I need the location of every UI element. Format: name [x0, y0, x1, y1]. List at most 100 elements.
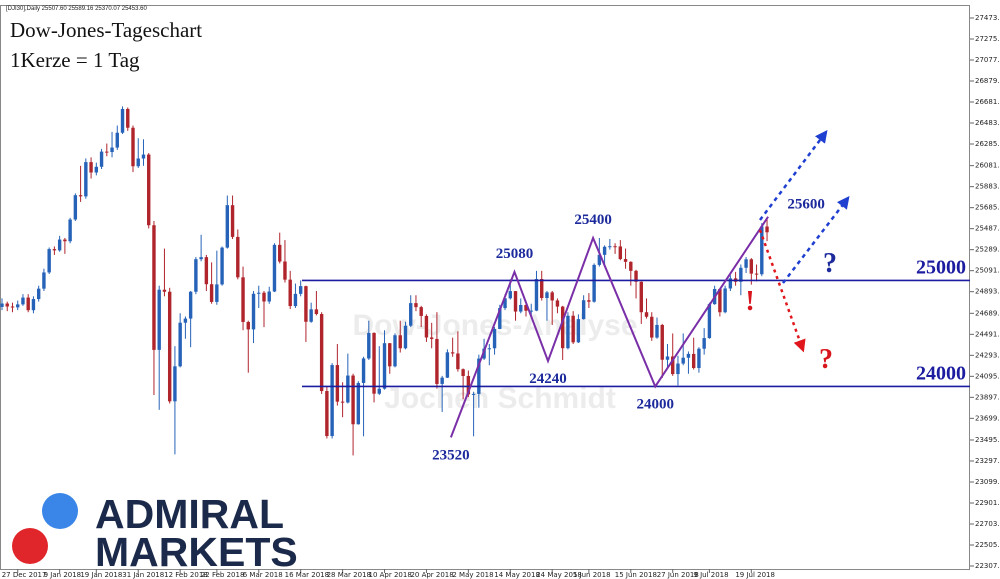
candle-body [10, 306, 15, 308]
candle-body [377, 388, 381, 394]
candle-body [498, 308, 502, 329]
candle-body [309, 309, 313, 322]
candle-body [618, 246, 623, 260]
y-tick-label: 24893.60 [975, 288, 1000, 296]
candle-body [278, 244, 282, 262]
y-tick-label: 24293.60 [975, 351, 1000, 359]
candle-body [723, 288, 727, 313]
x-tick-label: 2 May 2018 [452, 571, 493, 579]
x-tick-label: 9 Jul 2018 [693, 571, 728, 579]
candle-body [178, 322, 182, 367]
candle-body [340, 401, 345, 403]
x-tick-label: 20 Apr 2018 [410, 571, 453, 579]
x-tick-label: 16 Mar 2018 [285, 571, 329, 579]
candle-body [681, 357, 685, 364]
candle-body [728, 278, 733, 289]
candle-body [288, 279, 292, 307]
candle-body [634, 270, 638, 282]
logo-dot [12, 528, 48, 564]
x-tick-label: 9 Jan 2018 [44, 571, 82, 579]
candle-body [152, 225, 156, 350]
candle-body [686, 353, 691, 358]
candle-body [47, 249, 51, 273]
candle-body [257, 292, 261, 294]
candle-body [183, 318, 188, 323]
candle-body [534, 279, 539, 311]
candle-body [508, 291, 512, 299]
candle-body [220, 247, 224, 285]
swing-label: 25400 [574, 212, 612, 228]
candle-body [388, 343, 392, 367]
candle-body [209, 284, 214, 302]
candle-body [671, 356, 675, 375]
y-tick-label: 26285.60 [975, 140, 1000, 148]
candle-body [503, 298, 507, 309]
candle-body [623, 259, 628, 262]
candle-body [199, 257, 203, 260]
candle-body [68, 219, 72, 242]
y-tick-label: 26879.60 [975, 77, 1000, 85]
candle-body [608, 246, 612, 248]
candle-body [697, 348, 701, 369]
candle-body [225, 205, 230, 248]
candle-body [545, 292, 549, 299]
candle-body [157, 289, 161, 350]
candle-body [63, 239, 67, 242]
candle-body [314, 309, 319, 315]
note-mark: ? [819, 344, 833, 375]
candle-body [131, 127, 135, 167]
x-tick-label: 6 Mar 2018 [243, 571, 283, 579]
candle-body [676, 363, 680, 375]
candle-body [105, 151, 109, 153]
candle-body [650, 316, 654, 338]
candle-body [298, 286, 303, 294]
x-tick-label: 12 Feb 2018 [164, 571, 208, 579]
scenario-arrow [782, 196, 850, 284]
candle-body [765, 226, 769, 233]
candle-body [513, 291, 518, 312]
x-tick-label: 31 Jan 2018 [122, 571, 164, 579]
candle-body [272, 244, 277, 292]
candle-body [120, 108, 125, 133]
candle-body [204, 257, 209, 285]
x-tick-label: 28 Mar 2018 [327, 571, 371, 579]
candle-body [739, 267, 743, 282]
candle-body [351, 375, 355, 425]
y-tick-label: 22307.60 [975, 562, 1000, 570]
x-tick-label: 24 May 2018 [536, 571, 582, 579]
candle-body [110, 147, 114, 153]
candle-body [26, 297, 30, 311]
candle-body [367, 332, 371, 359]
level-label: 24000 [916, 362, 966, 384]
candle-body [450, 352, 455, 354]
note-mark: ? [823, 248, 837, 279]
logo-dot [42, 493, 78, 529]
y-tick-label: 25883.60 [975, 183, 1000, 191]
candle-body [94, 166, 99, 173]
candle-body [382, 343, 387, 389]
candle-body [293, 293, 298, 307]
y-tick-label: 24095.60 [975, 372, 1000, 380]
candle-body [267, 291, 271, 302]
candle-body [372, 332, 376, 394]
candle-body [52, 249, 57, 251]
candle-body [419, 307, 423, 316]
candle-body [665, 356, 670, 360]
candle-body [361, 358, 366, 383]
candle-body [456, 353, 460, 370]
candle-body [414, 303, 418, 308]
candle-body [409, 303, 413, 326]
candle-body [115, 132, 119, 148]
candle-body [655, 324, 659, 338]
chart-header: [DJI30],Daily 25507.60 25589.16 25370.07… [6, 6, 147, 12]
candle-body [466, 375, 471, 395]
x-tick-label: 27 Jun 2018 [657, 571, 699, 579]
candle-body [42, 272, 46, 289]
candle-body [325, 391, 329, 437]
candle-body [702, 338, 706, 349]
candle-body [16, 304, 20, 308]
candle-body [524, 305, 528, 311]
x-tick-label: 19 Jan 2018 [80, 571, 122, 579]
